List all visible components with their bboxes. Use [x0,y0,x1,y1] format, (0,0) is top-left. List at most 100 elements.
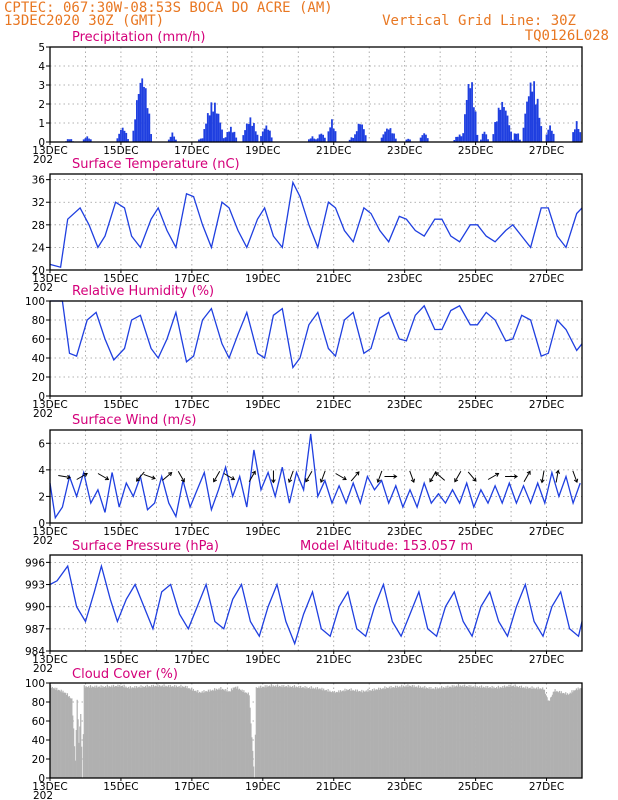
wind-direction-arrow [454,471,462,483]
cloud-bar [300,685,302,778]
cloud-bar [78,742,80,778]
cloud-bar [63,692,65,778]
cloud-bar [540,688,542,778]
cloud-bar [228,691,230,778]
cloud-bar [536,689,538,778]
x-tick-label: 27DEC [529,654,564,666]
cloud-bar [345,691,347,778]
cloud-bar [417,687,419,778]
precip-bar [316,138,319,142]
y-tick-label: 984 [25,646,45,658]
cloud-bar [196,692,198,778]
precip-bar [545,134,548,142]
cloud-bar [249,707,251,778]
cloud-bar [516,685,518,778]
cloud-bar [284,687,286,778]
x-tick-label: 25DEC [458,781,493,793]
cloud-bar [510,685,512,778]
cloud-bar [382,687,384,778]
cloud-bar [366,691,368,778]
cloud-bar [471,687,473,778]
cloud-bar [487,686,489,778]
cloud-bar [346,689,348,778]
cloud-bar [362,690,365,778]
cloud-bar [159,686,162,778]
cloud-bar [248,695,250,778]
y-tick-label: 5 [38,42,45,54]
cloud-bar [545,695,547,778]
cloud-bar [115,685,117,778]
wind-direction-arrow [350,471,360,482]
cloud-bar [305,688,307,778]
wind-direction-arrow [162,472,173,481]
cloud-bar [295,686,297,778]
cloud-bar [502,686,504,778]
x-tick-label: 19DEC [245,273,280,285]
wind-direction-arrow [213,471,221,483]
cloud-bar [269,686,272,778]
cloud-bar [477,687,479,778]
cloud-bar [301,687,303,778]
cloud-bar [143,687,145,778]
cloud-bar [208,691,210,778]
cloud-bar [183,686,185,778]
cloud-bar [340,691,343,778]
x-tick-label: 15DEC [103,781,138,793]
precip-bar [139,82,142,142]
cloud-bar [136,687,139,778]
precip-bar [575,121,578,142]
cloud-bar [89,687,91,778]
cloud-bar [209,689,211,778]
cloud-bar [52,688,54,778]
cloud-bar [456,685,458,778]
cloud-bar [314,688,316,778]
cloud-bar [312,687,314,778]
cloud-bar [535,687,538,778]
cloud-bar [142,686,144,778]
cloud-bar [462,685,464,778]
cloud-bar [214,688,216,778]
precip-bar [233,131,236,142]
precip-bar [270,137,273,142]
humidity-title: Relative Humidity (%) [72,284,214,299]
cloud-bar [199,692,202,778]
y-tick-label: 60 [32,334,45,346]
cloud-bar [349,690,351,778]
precip-bar [224,137,227,142]
cloud-bar [182,686,184,778]
precip-bar [469,88,472,142]
cloud-bar [173,687,175,778]
cloud-bar [577,687,579,778]
cloud-bar [300,687,303,778]
precip-bar [359,124,362,142]
cloud-bar [150,686,152,778]
cloud-bar [266,685,268,778]
cloud-bar [353,690,355,778]
cloud-bar [111,685,113,778]
cloud-bar [247,692,249,778]
x-tick-label: 23DEC [387,526,422,538]
cloud-bar [187,688,189,778]
cloud-bar [438,688,440,778]
cloud-bar [550,697,552,778]
cloud-bar [274,686,276,778]
cloud-bar [304,686,306,778]
cloud-bar [342,690,344,778]
cloud-bar [427,688,429,778]
cloud-bar [551,694,554,778]
precip-bar [228,131,231,142]
cloud-bar [72,715,74,778]
cloud-bar [431,689,433,778]
cloud-bar [124,687,126,778]
cloud-bar [256,687,258,778]
cloud-bar [252,750,254,778]
cloud-bar [464,686,467,778]
cloud-bar [158,686,160,778]
cloud-bar [73,746,76,778]
cloud-bar [198,691,201,778]
cloud-bar [106,684,108,778]
cloud-bar [468,685,470,778]
cloud-bar [442,687,444,778]
precip-bar [419,137,422,142]
cloud-bar [514,684,516,778]
